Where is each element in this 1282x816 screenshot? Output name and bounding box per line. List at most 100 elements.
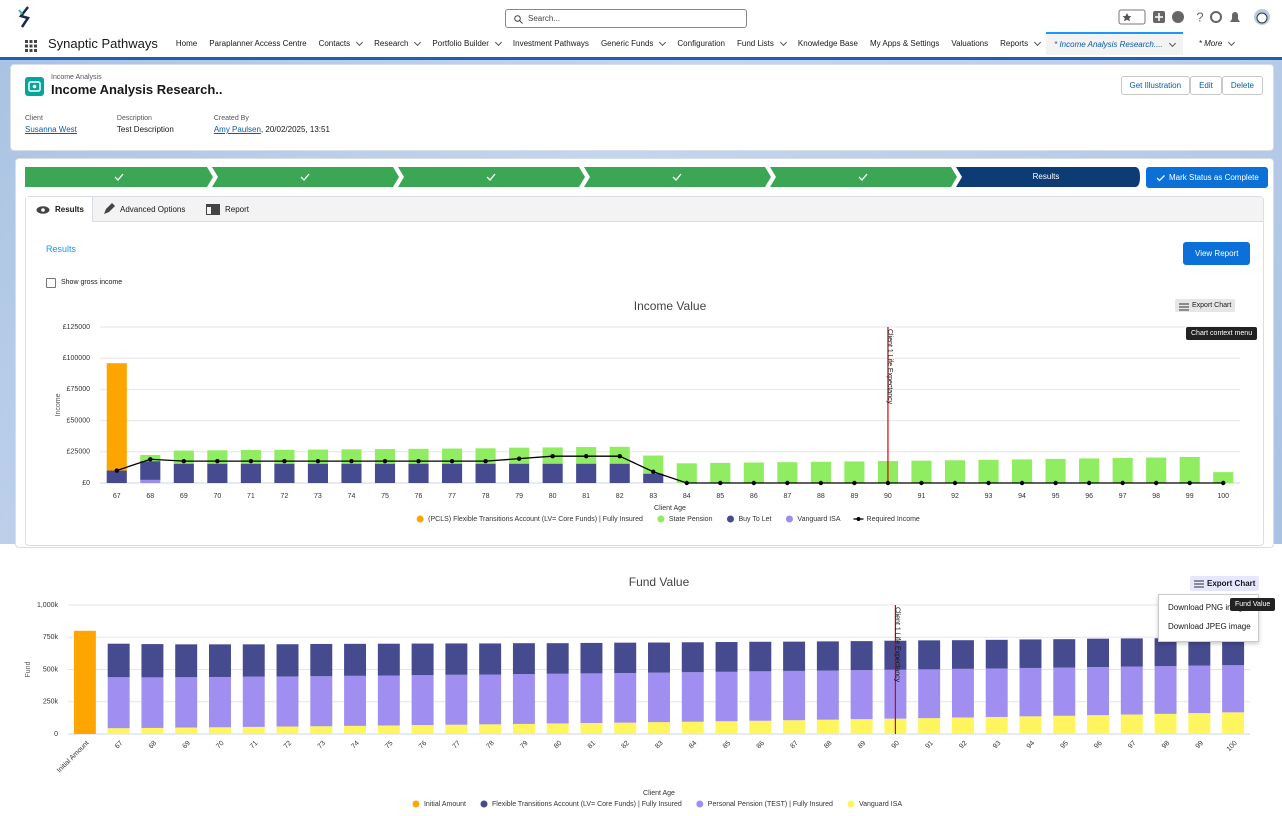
export-button[interactable]: Export Chart bbox=[1175, 299, 1235, 312]
bar bbox=[209, 644, 231, 677]
x-tick-label: 70 bbox=[215, 740, 226, 751]
bar bbox=[141, 644, 163, 677]
x-tick-label: 68 bbox=[146, 493, 154, 500]
nav-item[interactable]: Valuations bbox=[951, 39, 988, 48]
bar bbox=[274, 464, 294, 483]
bar bbox=[1020, 668, 1042, 716]
point bbox=[785, 481, 789, 485]
checkbox[interactable] bbox=[46, 278, 56, 288]
bar bbox=[476, 464, 496, 483]
bar bbox=[716, 672, 738, 721]
x-tick-label: 86 bbox=[750, 493, 758, 500]
bar bbox=[1053, 639, 1075, 667]
bar bbox=[375, 464, 395, 483]
legend-item[interactable]: Flexible Transitions Account (LV= Core F… bbox=[480, 801, 681, 808]
legend-symbol bbox=[857, 517, 861, 521]
legend-item[interactable]: Vanguard ISA bbox=[847, 801, 902, 808]
nav-item[interactable]: Reports bbox=[1000, 39, 1040, 48]
app-launcher[interactable] bbox=[25, 40, 37, 52]
bar bbox=[1222, 712, 1244, 734]
legend-item[interactable]: Personal Pension (TEST) | Fully Insured bbox=[696, 801, 833, 808]
svg-text:?: ? bbox=[1196, 9, 1203, 24]
point bbox=[215, 459, 219, 463]
nav-item[interactable]: Configuration bbox=[677, 39, 725, 48]
nav-item[interactable]: Generic Funds bbox=[601, 39, 665, 48]
bar bbox=[412, 725, 434, 734]
x-tick-label: 70 bbox=[213, 493, 221, 500]
x-axis-title: Client Age bbox=[643, 790, 675, 797]
bar bbox=[1087, 639, 1109, 667]
nav-item[interactable]: Contacts bbox=[319, 39, 363, 48]
page: {"header": {"search_placeholder": "Searc… bbox=[0, 0, 1282, 816]
nav-items: Home Paraplanner Access Centre Contacts Res… bbox=[170, 39, 1046, 48]
y-tick-label: 250k bbox=[43, 699, 59, 706]
more-tab[interactable]: * More bbox=[1199, 39, 1235, 48]
bar bbox=[108, 644, 130, 678]
legend-item[interactable]: Vanguard ISA bbox=[786, 516, 841, 523]
nav-item[interactable]: Fund Lists bbox=[737, 39, 786, 48]
view-report-button[interactable]: View Report bbox=[1183, 242, 1250, 265]
nav-item[interactable]: Knowledge Base bbox=[798, 39, 858, 48]
x-tick-label: 82 bbox=[620, 740, 631, 751]
bar bbox=[580, 673, 602, 723]
x-tick-label: 87 bbox=[783, 493, 791, 500]
legend-item[interactable]: State Pension bbox=[657, 516, 712, 523]
legend-item[interactable]: Buy To Let bbox=[727, 516, 772, 523]
mark-complete-button[interactable]: Mark Status as Complete bbox=[1146, 167, 1268, 188]
x-axis-title: Client Age bbox=[654, 505, 686, 512]
object-label: Income Analysis bbox=[51, 74, 102, 81]
nav-item[interactable]: Portfolio Builder bbox=[432, 39, 500, 48]
tab-icon bbox=[36, 206, 50, 214]
bar bbox=[1121, 638, 1143, 666]
bar bbox=[378, 725, 400, 734]
tab[interactable]: Advanced Options bbox=[120, 205, 185, 214]
search-box[interactable]: Search... bbox=[505, 9, 747, 28]
bar bbox=[952, 669, 974, 718]
bar bbox=[479, 643, 501, 674]
bar bbox=[513, 674, 535, 724]
active-tab[interactable]: * Income Analysis Research.... bbox=[1046, 32, 1183, 55]
header-icons[interactable]: ? bbox=[1118, 8, 1278, 26]
record-button[interactable]: Delete bbox=[1222, 76, 1263, 95]
bar bbox=[241, 464, 261, 483]
point bbox=[618, 454, 622, 458]
bar bbox=[986, 717, 1008, 734]
bar bbox=[344, 644, 366, 676]
x-tick-label: 97 bbox=[1127, 740, 1138, 751]
point bbox=[1221, 481, 1225, 485]
tab[interactable]: Report bbox=[225, 205, 249, 214]
x-tick-label: 67 bbox=[113, 493, 121, 500]
x-tick-label: 71 bbox=[249, 740, 260, 751]
legend-item[interactable]: Initial Amount bbox=[412, 801, 466, 808]
plot-line-label: Client 1 Life Expectancy bbox=[894, 607, 901, 683]
path-current: Results bbox=[1033, 172, 1060, 181]
plot-line-label: Client 1 Life Expectancy bbox=[886, 329, 893, 405]
nav-item[interactable]: Paraplanner Access Centre bbox=[209, 39, 306, 48]
x-tick-label: 97 bbox=[1119, 493, 1127, 500]
bar bbox=[1053, 668, 1075, 716]
record-button[interactable]: Edit bbox=[1190, 76, 1222, 95]
menu-item[interactable]: Download JPEG image bbox=[1168, 622, 1251, 631]
x-tick-label: 69 bbox=[180, 493, 188, 500]
nav-item[interactable]: My Apps & Settings bbox=[870, 39, 939, 48]
legend-item[interactable]: Required Income bbox=[854, 516, 920, 523]
field-value: Test Description bbox=[117, 125, 174, 134]
record-button[interactable]: Get Illustration bbox=[1121, 76, 1191, 95]
nav-item[interactable]: Investment Pathways bbox=[513, 39, 589, 48]
bar bbox=[479, 675, 501, 725]
nav-item[interactable]: Home bbox=[176, 39, 197, 48]
bar bbox=[1155, 666, 1177, 714]
tab[interactable]: Results bbox=[55, 205, 84, 214]
nav-item[interactable]: Research bbox=[374, 39, 420, 48]
bar bbox=[479, 724, 501, 734]
field-value: Amy Paulsen, 20/02/2025, 13:51 bbox=[214, 125, 330, 134]
export-button[interactable]: Export Chart bbox=[1190, 576, 1259, 591]
bar bbox=[851, 719, 873, 734]
bar bbox=[614, 643, 636, 673]
results-heading: Results bbox=[46, 244, 76, 254]
legend-item[interactable]: (PCLS) Flexible Transitions Account (LV=… bbox=[417, 516, 643, 523]
legend-label: State Pension bbox=[669, 516, 713, 523]
income-chart: Income Value£0£25000£50000£75000£100000£… bbox=[30, 295, 1255, 535]
point bbox=[651, 470, 655, 474]
